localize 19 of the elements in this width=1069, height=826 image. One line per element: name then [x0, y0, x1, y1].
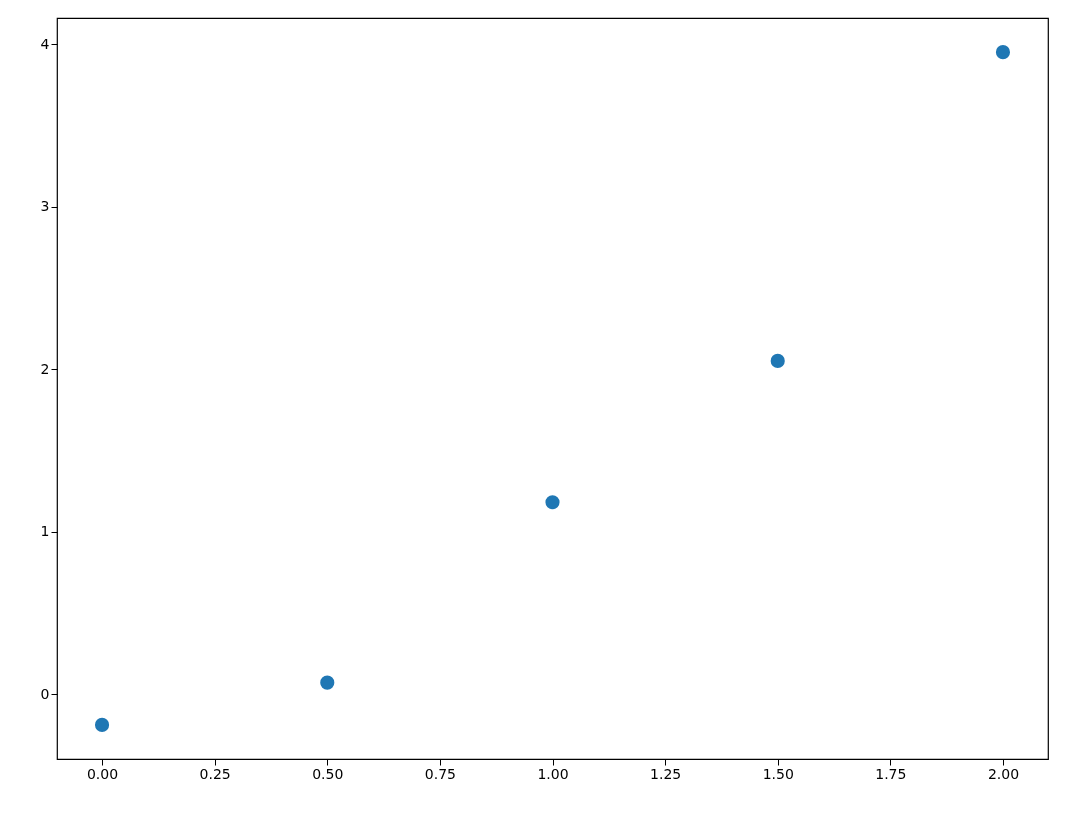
x-tick-label: 1.25 — [650, 765, 682, 782]
x-tick-label: 1.00 — [537, 765, 569, 782]
x-tick-label: 2.00 — [987, 765, 1020, 782]
x-tick-label: 0.25 — [199, 765, 231, 782]
point — [94, 717, 110, 732]
y-tick-label: 0 — [40, 685, 50, 702]
y-tick-label: 4 — [40, 35, 50, 52]
point — [770, 353, 785, 368]
y-tick-label: 1 — [40, 523, 50, 539]
point — [320, 675, 335, 690]
y-tick-label: 3 — [40, 198, 50, 214]
x-tick-label: 0.50 — [312, 765, 344, 782]
x-tick-label: 0.75 — [424, 765, 456, 782]
point — [545, 495, 560, 510]
y-tick-label: 2 — [40, 360, 50, 377]
x-tick-label: 0.00 — [86, 765, 119, 782]
x-tick-label: 1.50 — [762, 765, 794, 782]
x-tick-label: 1.75 — [875, 765, 907, 782]
point — [995, 45, 1011, 60]
